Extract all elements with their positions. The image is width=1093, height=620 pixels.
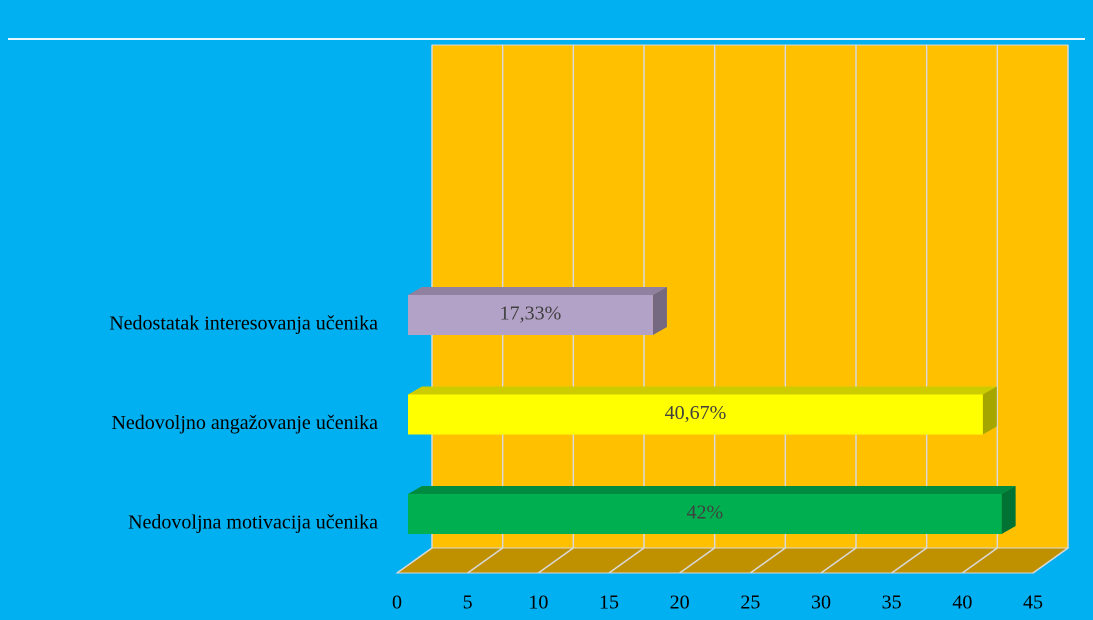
y-tick-label: Nedostatak interesovanja učenika bbox=[109, 313, 378, 335]
bar-top bbox=[408, 486, 1016, 494]
bar-top bbox=[408, 386, 997, 395]
bar-side bbox=[652, 287, 667, 335]
floor-grid-line bbox=[608, 547, 645, 574]
bar-top-shade bbox=[408, 287, 667, 295]
x-tick-label: 5 bbox=[463, 592, 473, 614]
floor-grid-line bbox=[820, 547, 857, 574]
bar-side bbox=[1001, 486, 1016, 534]
floor-grid-line bbox=[749, 547, 786, 574]
x-tick-label: 15 bbox=[599, 592, 619, 614]
x-tick-label: 0 bbox=[392, 592, 402, 614]
floor-grid-line bbox=[396, 547, 433, 574]
x-tick-label: 30 bbox=[811, 592, 831, 614]
x-tick-label: 25 bbox=[740, 592, 760, 614]
x-tick-label: 20 bbox=[670, 592, 690, 614]
bar bbox=[408, 494, 1002, 534]
bar-top-shade bbox=[408, 386, 997, 395]
bar-side-shade bbox=[982, 386, 997, 435]
floor-grid-line bbox=[467, 547, 504, 574]
bar-side bbox=[982, 386, 997, 435]
floor-grid-line bbox=[1032, 547, 1069, 574]
y-tick-label: Nedovoljna motivacija učenika bbox=[128, 512, 378, 534]
bar-top-shade bbox=[408, 486, 1016, 494]
floor-grid-line bbox=[679, 547, 716, 574]
value-label: 40,67% bbox=[665, 402, 727, 424]
x-tick-label: 45 bbox=[1023, 592, 1043, 614]
floor-grid-line bbox=[961, 547, 998, 574]
value-label: 17,33% bbox=[500, 303, 562, 325]
bar-side-shade bbox=[1001, 486, 1016, 534]
bar-side-shade bbox=[652, 287, 667, 335]
bar bbox=[408, 295, 653, 335]
y-tick-label: Nedovoljno angažovanje učenika bbox=[111, 412, 378, 434]
value-label: 42% bbox=[686, 502, 723, 524]
floor-grid-line bbox=[537, 547, 574, 574]
x-tick-label: 10 bbox=[528, 592, 548, 614]
floor-grid-line bbox=[891, 547, 928, 574]
x-tick-label: 35 bbox=[882, 592, 902, 614]
bar-top bbox=[408, 287, 667, 295]
bar bbox=[408, 394, 983, 435]
x-tick-label: 40 bbox=[952, 592, 972, 614]
